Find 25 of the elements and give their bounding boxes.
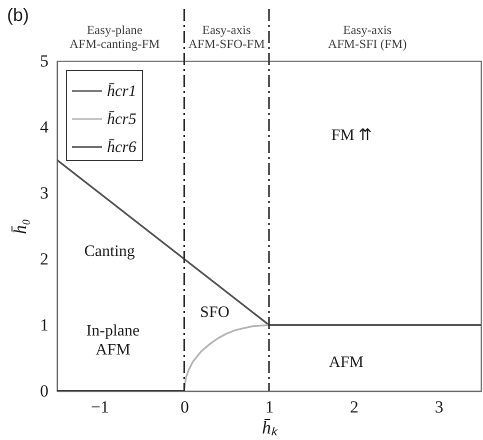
x-tick-label: 2 <box>350 398 359 416</box>
annotation: Canting <box>84 243 135 260</box>
y-tick-label: 4 <box>40 118 49 136</box>
annotation: In-plane AFM <box>86 322 140 358</box>
chart-title: (b) <box>7 5 29 26</box>
x-tick-label: 0 <box>180 398 189 416</box>
y-axis-title: h̄₀ <box>10 218 30 234</box>
x-tick-label: 3 <box>434 398 444 416</box>
legend-label: h̄cr6 <box>107 139 136 156</box>
y-tick-label: 0 <box>40 382 48 400</box>
text: Easy-axis AFM-SFO-FM <box>188 23 265 51</box>
y-tick-label: 1 <box>40 316 48 334</box>
x-tick-label: −1 <box>90 398 109 416</box>
x-tick-label: 1 <box>265 398 274 416</box>
legend-label: h̄cr1 <box>107 83 136 100</box>
x-axis-title: h̄ₖ <box>262 418 278 438</box>
legend-label: h̄cr5 <box>107 111 136 128</box>
y-tick-label: 3 <box>40 184 48 202</box>
text: Easy-axis AFM-SFI (FM) <box>328 23 407 51</box>
annotation: FM ⇈ <box>331 126 372 144</box>
text: Easy-plane AFM-canting-FM <box>70 23 160 51</box>
annotation: SFO <box>200 304 230 321</box>
annotation: AFM <box>328 354 364 371</box>
y-tick-label: 5 <box>40 52 48 70</box>
y-tick-label: 2 <box>40 250 48 268</box>
